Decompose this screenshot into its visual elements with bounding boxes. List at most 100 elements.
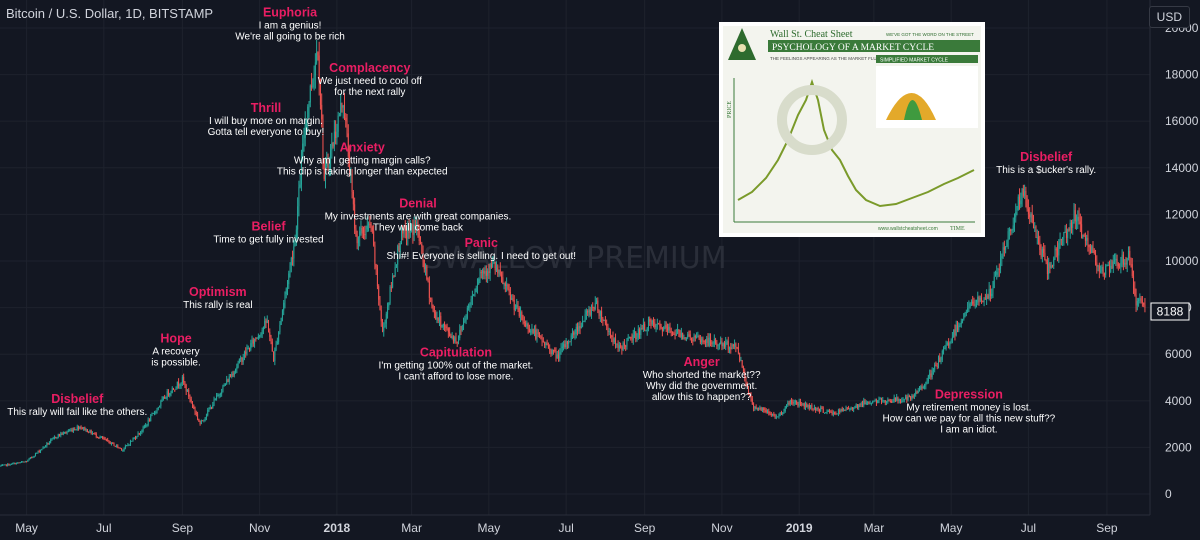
candle-body xyxy=(378,286,380,300)
phase-caption: This rally is real xyxy=(183,300,252,311)
candle-body xyxy=(1106,265,1108,267)
candle-body xyxy=(456,341,458,343)
candle-body xyxy=(221,392,223,395)
candle-body xyxy=(737,347,739,354)
candle-body xyxy=(593,307,595,310)
candle-body xyxy=(1063,231,1065,238)
candle-body xyxy=(760,407,762,411)
candle-body xyxy=(810,405,812,408)
candle-body xyxy=(490,264,492,268)
time-axis[interactable]: May Jul Sep Nov 2018 Mar May Jul Sep Nov 2019 Mar Ma… xyxy=(15,521,1118,535)
candle-body xyxy=(683,337,685,339)
candle-body xyxy=(1079,221,1081,225)
candle-body xyxy=(260,334,262,336)
candle-body xyxy=(230,376,232,378)
candle-body xyxy=(56,437,58,439)
candle-body xyxy=(598,310,600,316)
candle-body xyxy=(959,324,961,326)
candle-body xyxy=(455,337,457,342)
currency-button[interactable]: USD xyxy=(1148,6,1190,28)
candle-body xyxy=(330,150,332,167)
x-tick-label: May xyxy=(940,521,963,535)
candle-body xyxy=(223,384,225,387)
phase-caption: This rally will fail like the others. xyxy=(7,407,147,418)
candle-body xyxy=(513,300,515,310)
x-tick-label: Sep xyxy=(172,521,194,535)
candle-body xyxy=(466,307,468,319)
candle-body xyxy=(907,396,909,400)
candle-body xyxy=(526,323,528,327)
candle-body xyxy=(655,324,657,328)
candle-body xyxy=(860,403,862,405)
candle-body xyxy=(217,394,219,396)
candle-body xyxy=(321,104,323,120)
candle-body xyxy=(848,407,850,410)
candle-body xyxy=(512,298,514,301)
candle-body xyxy=(756,408,758,410)
candle-body xyxy=(803,403,805,408)
candle-body xyxy=(494,261,496,271)
candlestick-series xyxy=(0,39,1146,467)
candle-body xyxy=(102,436,104,439)
phase-title: Belief xyxy=(251,220,286,234)
phase-caption: We're all going to be rich xyxy=(235,31,345,42)
candle-body xyxy=(530,330,532,333)
candle-body xyxy=(859,404,861,406)
candle-body xyxy=(1111,265,1113,269)
candle-body xyxy=(651,320,653,325)
candle-body xyxy=(1057,249,1059,256)
phase-title: Complacency xyxy=(329,61,410,75)
candle-body xyxy=(791,400,793,402)
candle-body xyxy=(287,284,288,289)
candle-body xyxy=(932,369,934,371)
candle-body xyxy=(962,319,964,322)
candle-body xyxy=(721,341,723,347)
candle-body xyxy=(741,360,743,368)
candle-body xyxy=(375,264,377,268)
candle-body xyxy=(925,383,927,386)
candle-body xyxy=(615,338,617,345)
candle-body xyxy=(542,341,544,343)
candle-body xyxy=(862,403,863,406)
phase-caption: Why am I getting margin calls? xyxy=(294,155,431,166)
phase-caption: They will come back xyxy=(373,222,464,233)
candle-body xyxy=(284,294,286,303)
candle-body xyxy=(1107,264,1109,266)
candle-body xyxy=(536,332,538,339)
candle-body xyxy=(716,342,718,346)
candle-body xyxy=(592,306,594,308)
candle-body xyxy=(374,245,376,265)
candle-body xyxy=(91,433,93,435)
candle-body xyxy=(242,357,244,362)
candle-body xyxy=(449,332,451,337)
y-tick-label: 18000 xyxy=(1165,68,1199,82)
candle-body xyxy=(59,434,61,436)
candle-body xyxy=(1093,250,1095,254)
candle-body xyxy=(195,412,197,415)
candle-body xyxy=(300,159,302,185)
candle-body xyxy=(988,288,990,299)
candle-body xyxy=(100,436,102,438)
candle-body xyxy=(175,388,177,390)
phase-title: Panic xyxy=(465,236,498,250)
candle-body xyxy=(123,448,125,451)
candle-body xyxy=(400,229,402,244)
candle-body xyxy=(792,401,794,404)
candle-body xyxy=(568,341,570,345)
candle-body xyxy=(711,342,713,344)
candle-body xyxy=(825,412,827,414)
candle-body xyxy=(981,297,983,302)
candle-body xyxy=(974,304,976,306)
candle-body xyxy=(539,333,541,337)
candle-body xyxy=(249,347,251,350)
candle-body xyxy=(1032,222,1034,228)
candle-body xyxy=(204,417,206,420)
candle-body xyxy=(122,450,124,452)
candle-body xyxy=(1024,190,1026,196)
candle-body xyxy=(660,326,662,329)
candle-body xyxy=(72,429,74,432)
candle-body xyxy=(693,336,695,341)
candle-body xyxy=(259,335,261,337)
candle-body xyxy=(404,227,406,232)
